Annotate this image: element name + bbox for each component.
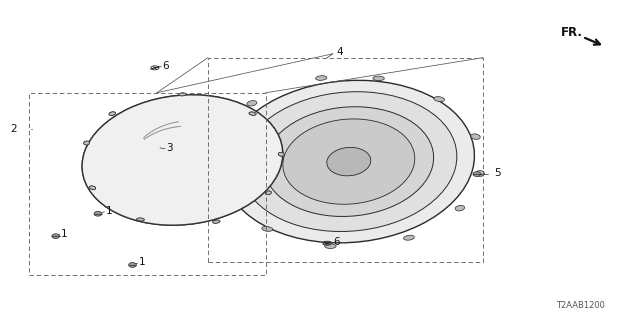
Ellipse shape [404, 235, 414, 240]
Ellipse shape [316, 76, 327, 80]
Ellipse shape [278, 152, 284, 156]
Ellipse shape [455, 205, 465, 211]
Ellipse shape [476, 171, 484, 176]
Text: T2AAB1200: T2AAB1200 [556, 301, 605, 310]
Ellipse shape [283, 119, 415, 204]
Ellipse shape [266, 191, 271, 195]
Ellipse shape [218, 184, 227, 189]
Text: 6: 6 [333, 237, 340, 247]
Ellipse shape [249, 112, 256, 115]
Ellipse shape [324, 244, 336, 248]
Text: 1: 1 [106, 206, 112, 216]
Ellipse shape [52, 234, 60, 239]
Text: 2: 2 [10, 124, 17, 134]
Ellipse shape [212, 220, 220, 223]
Ellipse shape [241, 92, 457, 231]
Ellipse shape [179, 93, 186, 96]
Text: 4: 4 [337, 47, 343, 57]
Ellipse shape [82, 95, 283, 225]
Ellipse shape [212, 220, 220, 223]
Ellipse shape [129, 262, 136, 268]
Text: 1: 1 [61, 228, 67, 239]
Text: 6: 6 [163, 61, 169, 71]
Text: FR.: FR. [561, 26, 582, 38]
Bar [208, 58, 483, 262]
Ellipse shape [266, 191, 271, 195]
Ellipse shape [278, 152, 284, 156]
Ellipse shape [223, 80, 474, 243]
Ellipse shape [249, 112, 256, 115]
Bar [29, 93, 266, 275]
Text: 5: 5 [494, 168, 500, 178]
Ellipse shape [434, 97, 445, 101]
Ellipse shape [471, 134, 480, 140]
Ellipse shape [137, 218, 144, 221]
Ellipse shape [137, 218, 144, 221]
Ellipse shape [94, 211, 102, 216]
Ellipse shape [82, 95, 283, 225]
Ellipse shape [84, 141, 90, 145]
Ellipse shape [179, 93, 186, 96]
Ellipse shape [89, 186, 96, 189]
Text: 1: 1 [139, 257, 145, 268]
Ellipse shape [89, 186, 96, 189]
Ellipse shape [264, 107, 434, 216]
Ellipse shape [262, 227, 273, 231]
Ellipse shape [247, 101, 257, 106]
Ellipse shape [109, 112, 115, 116]
Ellipse shape [373, 76, 385, 81]
Ellipse shape [109, 112, 115, 116]
Ellipse shape [327, 148, 371, 176]
Ellipse shape [215, 140, 224, 145]
Text: 3: 3 [166, 143, 173, 153]
Ellipse shape [84, 141, 90, 145]
Ellipse shape [473, 172, 481, 176]
